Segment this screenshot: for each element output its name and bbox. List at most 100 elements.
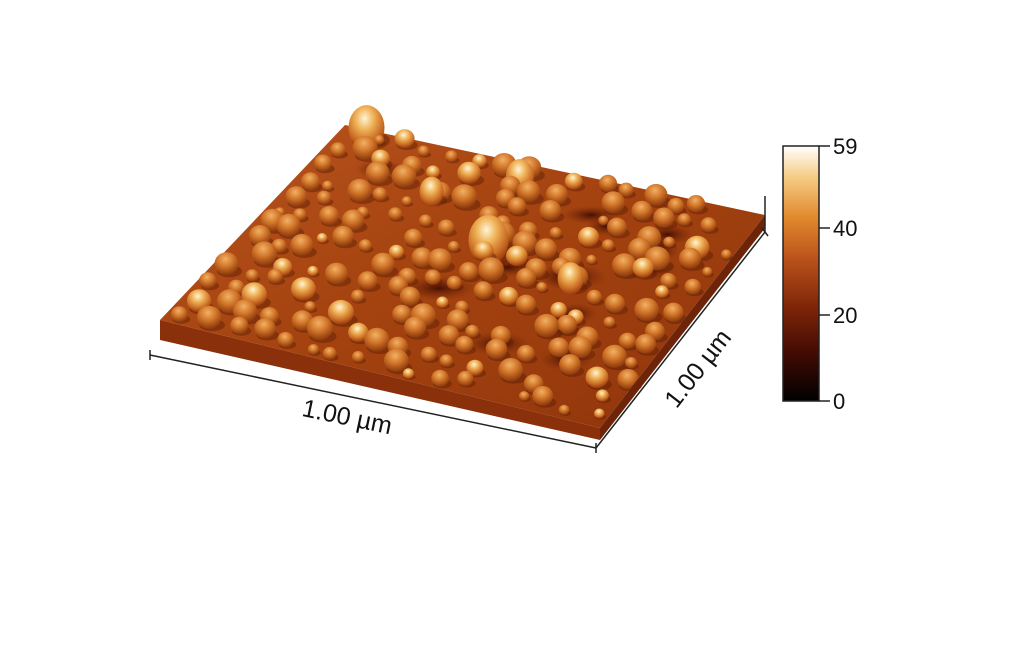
surface-group — [160, 105, 765, 440]
y-axis-line — [595, 231, 766, 449]
surface-grain — [431, 369, 452, 389]
surface-right-edge — [600, 215, 765, 440]
surface-grain — [457, 161, 485, 186]
surface-grain — [267, 268, 286, 285]
surface-grain — [327, 299, 358, 327]
surface-grain — [424, 269, 444, 287]
colorbar-gradient — [782, 145, 820, 402]
surface-grain — [516, 180, 544, 205]
surface-grain — [549, 227, 564, 240]
surface-grain — [686, 195, 708, 215]
surface-grain — [402, 368, 416, 380]
surface-grain — [446, 275, 464, 292]
surface-grain — [678, 247, 705, 271]
surface-grain — [585, 366, 612, 391]
surface-grain — [350, 289, 367, 304]
surface-grain — [316, 233, 330, 244]
surface-grain — [313, 154, 335, 174]
surface-grain — [536, 282, 549, 294]
surface-grain — [603, 316, 617, 329]
surface-grain — [557, 262, 588, 295]
surface-grain — [428, 248, 456, 273]
surface-grain — [601, 191, 629, 216]
surface-grain — [516, 268, 539, 289]
surface-front-edge — [160, 320, 600, 440]
surface-grain — [388, 207, 405, 222]
surface-grain — [564, 172, 586, 192]
surface-grain — [170, 306, 191, 324]
surface-grain — [347, 178, 376, 204]
surface-grain — [322, 346, 339, 361]
surface-grain — [358, 239, 374, 253]
surface-grain — [439, 354, 455, 369]
surface-grain — [371, 252, 399, 278]
surface-grain — [214, 252, 243, 278]
colorbar: 59 40 20 0 — [782, 134, 857, 414]
surface-grain — [607, 217, 630, 239]
surface-grain — [365, 161, 393, 187]
surface-grain — [653, 207, 678, 230]
surface-grain — [394, 129, 418, 151]
surface-grain — [420, 346, 440, 363]
surface-grain — [534, 313, 563, 340]
surface-grain — [455, 335, 476, 355]
surface-grain — [404, 228, 426, 248]
surface-grain — [373, 135, 386, 146]
surface-grain — [720, 249, 733, 261]
surface-grain — [595, 389, 611, 404]
surface-grain — [291, 277, 320, 303]
surface-grain — [634, 297, 663, 324]
surface-grain — [304, 301, 318, 313]
surface-grain — [516, 345, 538, 364]
surface-grain — [598, 174, 620, 194]
surface-grain — [316, 190, 334, 206]
surface-grains — [170, 105, 733, 420]
surface-grain — [618, 332, 639, 351]
surface-grain — [447, 241, 462, 254]
colorbar-label-20: 20 — [833, 303, 857, 328]
surface-grain — [635, 334, 660, 356]
surface-grain — [254, 318, 279, 341]
surface-grain — [559, 354, 585, 377]
surface-grain — [437, 219, 457, 237]
surface-grain — [419, 214, 434, 228]
surface-grain — [351, 351, 366, 364]
colorbar-label-59: 59 — [833, 134, 857, 159]
x-axis-line — [149, 354, 597, 449]
surface-grain — [388, 244, 407, 261]
colorbar-label-40: 40 — [833, 216, 857, 241]
surface-grain — [306, 315, 337, 343]
surface-grain — [199, 272, 220, 291]
surface-grain — [466, 359, 486, 378]
surface-grain — [601, 239, 617, 253]
surface-grain — [498, 358, 527, 384]
surface-grain — [245, 269, 261, 283]
surface-grain — [604, 293, 629, 315]
surface-grain — [391, 164, 420, 190]
x-axis-label: 1.00 µm — [300, 394, 395, 440]
surface-grain — [618, 182, 636, 199]
surface-grain — [324, 262, 352, 287]
surface-grain — [307, 344, 321, 356]
surface-grain — [485, 338, 511, 362]
surface-grain — [558, 404, 572, 416]
surface-grain — [417, 145, 431, 158]
surface-grain — [404, 316, 430, 340]
surface-grain — [451, 184, 481, 211]
surface-grain — [332, 225, 358, 249]
surface-grain — [532, 385, 557, 408]
surface-grain — [196, 305, 226, 332]
surface-grain — [290, 233, 317, 258]
surface-grain — [663, 236, 677, 249]
surface-grain — [364, 327, 394, 355]
surface-grain — [700, 217, 719, 234]
surface-grain — [702, 266, 714, 278]
surface-grain — [465, 324, 481, 339]
surface-grain — [578, 226, 603, 249]
surface-grain — [230, 316, 252, 336]
surface-grain — [507, 197, 529, 217]
surface-grain — [518, 391, 531, 402]
surface-grain — [644, 183, 672, 208]
surface-grain — [322, 180, 335, 192]
surface-grain — [631, 200, 656, 223]
